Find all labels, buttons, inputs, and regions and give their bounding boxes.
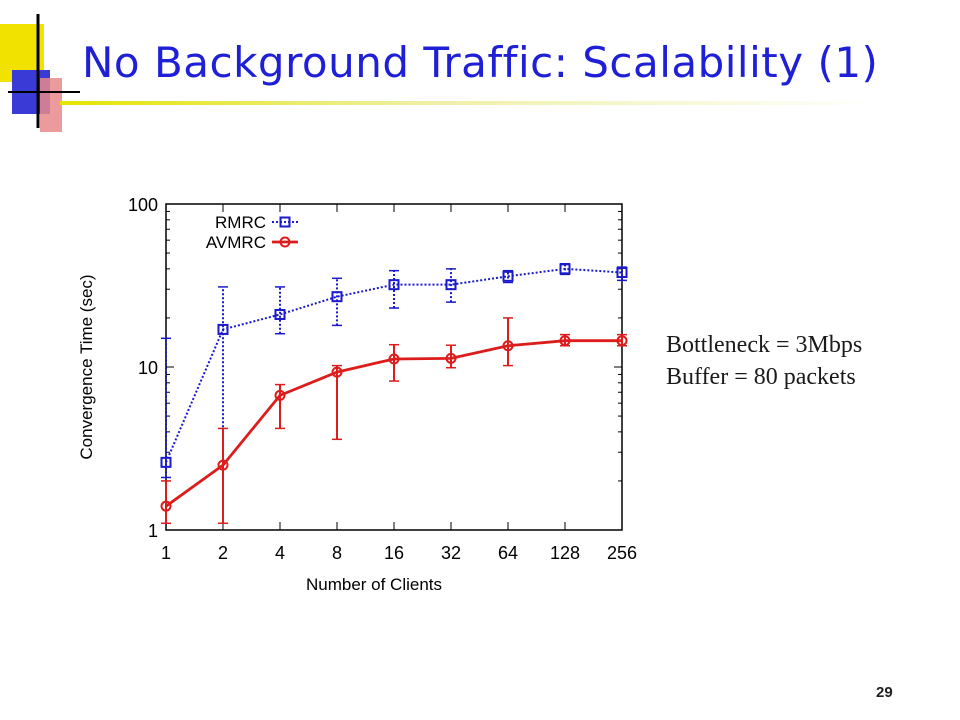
avmrc-point xyxy=(160,500,172,512)
x-tick-label: 32 xyxy=(441,543,461,563)
rmrc-point xyxy=(331,291,343,303)
avmrc-point xyxy=(502,340,514,352)
x-tick-label: 4 xyxy=(275,543,285,563)
x-tick-label: 8 xyxy=(332,543,342,563)
y-axis-label: Convergence Time (sec) xyxy=(77,274,96,459)
avmrc-point xyxy=(616,335,628,347)
rmrc-point xyxy=(388,279,400,291)
annotation-bottleneck: Bottleneck = 3Mbps xyxy=(666,332,863,358)
y-tick-label: 100 xyxy=(128,195,158,215)
rmrc-point xyxy=(160,456,172,468)
y-tick-label: 1 xyxy=(148,521,158,541)
rmrc-point xyxy=(217,323,229,335)
rmrc-point xyxy=(445,279,457,291)
slide-decoration xyxy=(0,14,80,132)
rmrc-point xyxy=(559,263,571,275)
legend-label-avmrc: AVMRC xyxy=(206,233,266,252)
rmrc-point xyxy=(616,266,628,278)
y-tick-label: 10 xyxy=(138,358,158,378)
avmrc-point xyxy=(445,352,457,364)
x-tick-label: 128 xyxy=(550,543,580,563)
rmrc-point xyxy=(502,270,514,282)
x-tick-label: 1 xyxy=(161,543,171,563)
annotation-buffer: Buffer = 80 packets xyxy=(666,363,856,390)
x-axis-label: Number of Clients xyxy=(306,575,442,594)
x-tick-label: 256 xyxy=(607,543,637,563)
title-underline xyxy=(60,101,880,105)
legend-marker-avmrc xyxy=(279,236,291,248)
slide-title: No Background Traffic: Scalability (1) xyxy=(82,38,879,87)
avmrc-point xyxy=(559,335,571,347)
avmrc-point xyxy=(217,459,229,471)
legend-label-rmrc: RMRC xyxy=(215,213,266,232)
legend-marker-rmrc xyxy=(279,216,291,228)
avmrc-point xyxy=(274,389,286,401)
rmrc-point xyxy=(274,308,286,320)
x-tick-label: 2 xyxy=(218,543,228,563)
x-tick-label: 64 xyxy=(498,543,518,563)
slide-number: 29 xyxy=(876,684,893,701)
x-tick-label: 16 xyxy=(384,543,404,563)
rmrc-series-line xyxy=(165,267,623,463)
annotations: Bottleneck = 3Mbps Buffer = 80 packets xyxy=(666,330,862,394)
avmrc-point xyxy=(331,366,343,378)
avmrc-point xyxy=(388,353,400,365)
avmrc-series-line xyxy=(165,339,622,508)
